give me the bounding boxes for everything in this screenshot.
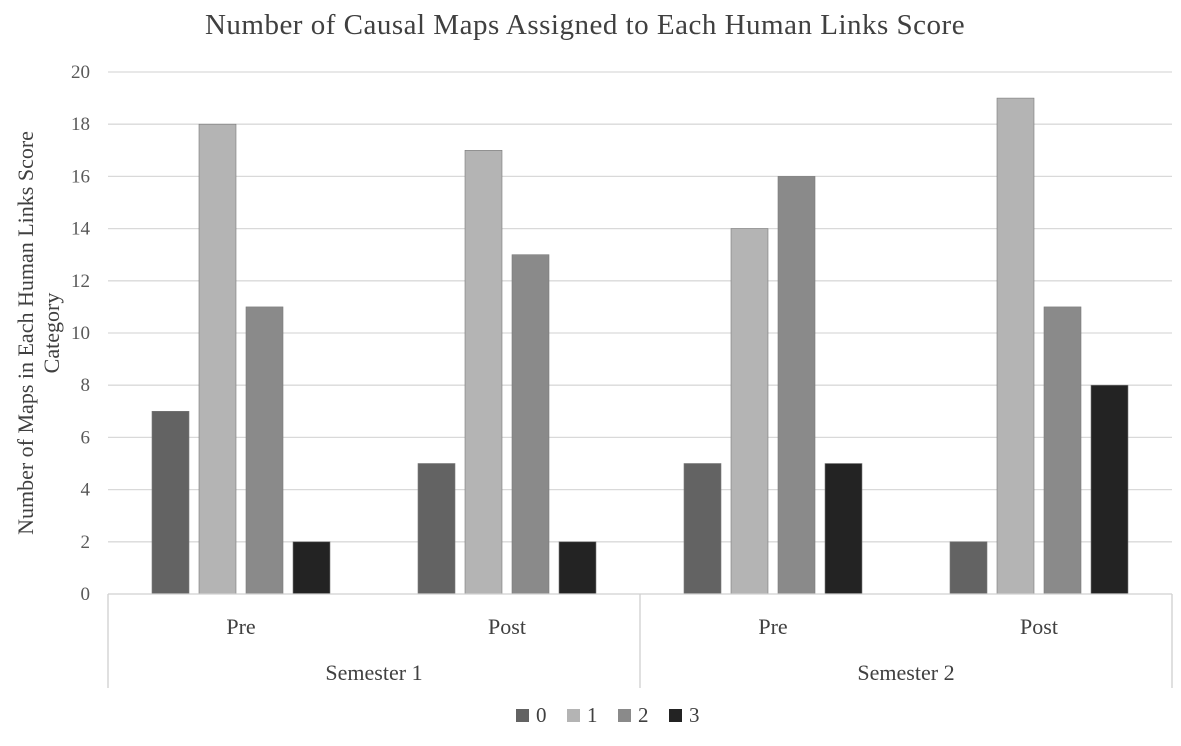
y-tick-label: 10 [71,323,90,344]
y-tick-label: 2 [81,532,91,553]
y-axis-label-line-1: Number of Maps in Each Human Links Score [13,131,38,535]
legend-swatch [516,709,529,722]
legend-label: 0 [536,703,547,727]
y-tick-label: 8 [81,375,91,396]
bar [949,541,988,595]
bar [417,463,456,595]
x-category-label: Pre [758,614,787,639]
bar [1090,384,1129,595]
bar [464,150,503,595]
legend-swatch [669,709,682,722]
x-group-label: Semester 2 [857,660,954,685]
bar [730,228,769,595]
y-tick-label: 12 [71,271,90,292]
legend-label: 2 [638,703,649,727]
bar [777,176,816,595]
x-category-label: Post [1020,614,1058,639]
bar [1043,306,1082,595]
y-axis-ticks: 0 2 4 6 8 10 12 14 16 18 20 [71,62,91,605]
bar [292,541,331,595]
bar [824,463,863,595]
x-group-label: Semester 1 [325,660,422,685]
legend-label: 3 [689,703,700,727]
y-tick-label: 20 [71,62,90,83]
x-category-label: Pre [226,614,255,639]
bar [558,541,597,595]
legend-swatch [618,709,631,722]
bar [245,306,284,595]
bar [198,123,237,595]
x-axis: Pre Post Pre Post Semester 1 Semester 2 [107,593,1173,688]
bar [683,463,722,595]
y-tick-label: 14 [71,219,91,240]
legend-label: 1 [587,703,598,727]
y-tick-label: 16 [71,166,90,187]
bar [511,254,550,595]
bars [151,97,1129,595]
legend-swatch [567,709,580,722]
y-axis-label: Number of Maps in Each Human Links Score… [13,131,64,535]
legend: 0 1 2 3 [516,703,700,727]
chart-title: Number of Causal Maps Assigned to Each H… [205,9,965,41]
bar [996,97,1035,595]
y-tick-label: 0 [81,584,91,605]
y-axis-label-line-2: Category [39,293,64,374]
y-tick-label: 4 [81,480,91,501]
x-category-label: Post [488,614,526,639]
grid-lines [108,71,1172,543]
bar [151,410,190,595]
y-tick-label: 6 [81,427,91,448]
y-tick-label: 18 [71,114,90,135]
